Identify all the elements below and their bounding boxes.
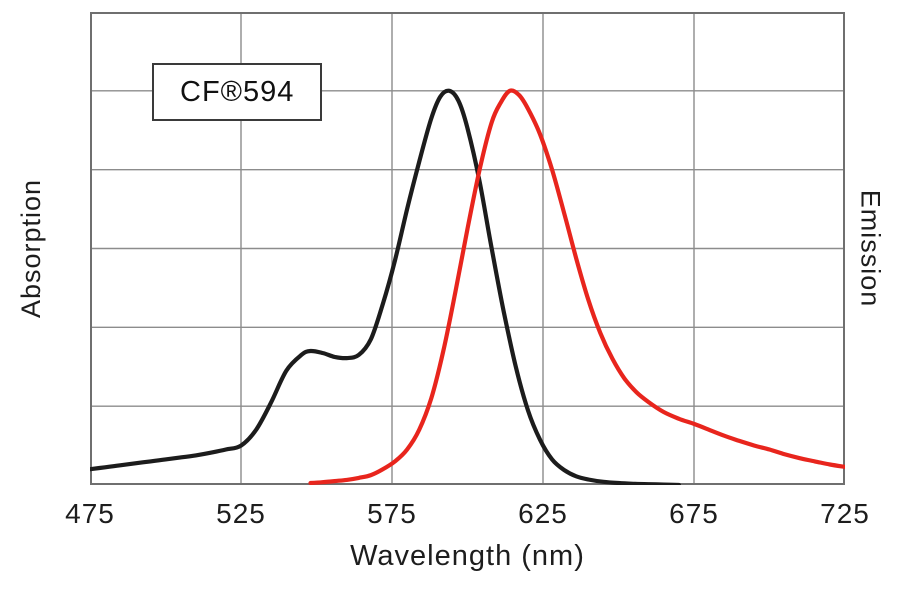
plot-border bbox=[90, 12, 845, 485]
x-tick-label: 475 bbox=[65, 498, 115, 529]
x-tick-label: 625 bbox=[518, 498, 568, 529]
y-axis-label-right-wrap: Emission bbox=[840, 12, 900, 485]
y-axis-label-absorption: Absorption bbox=[16, 178, 47, 319]
y-axis-label-emission: Emission bbox=[855, 189, 886, 308]
x-tick-label: 575 bbox=[367, 498, 417, 529]
x-tick-label: 725 bbox=[820, 498, 870, 529]
absorption-curve bbox=[90, 88, 681, 485]
dye-label-text: CF®594 bbox=[180, 75, 295, 108]
x-tick-label: 525 bbox=[216, 498, 266, 529]
plot-svg bbox=[90, 12, 845, 485]
emission-curve bbox=[308, 88, 845, 485]
dye-label-box: CF®594 bbox=[152, 63, 323, 121]
y-axis-label-left-wrap: Absorption bbox=[2, 12, 62, 485]
x-axis-ticks: 475 525 575 625 675 725 bbox=[0, 498, 900, 538]
x-tick-label: 675 bbox=[669, 498, 719, 529]
gridlines bbox=[90, 12, 845, 485]
plot-area bbox=[90, 12, 845, 485]
x-axis-title: Wavelength (nm) bbox=[350, 540, 585, 572]
